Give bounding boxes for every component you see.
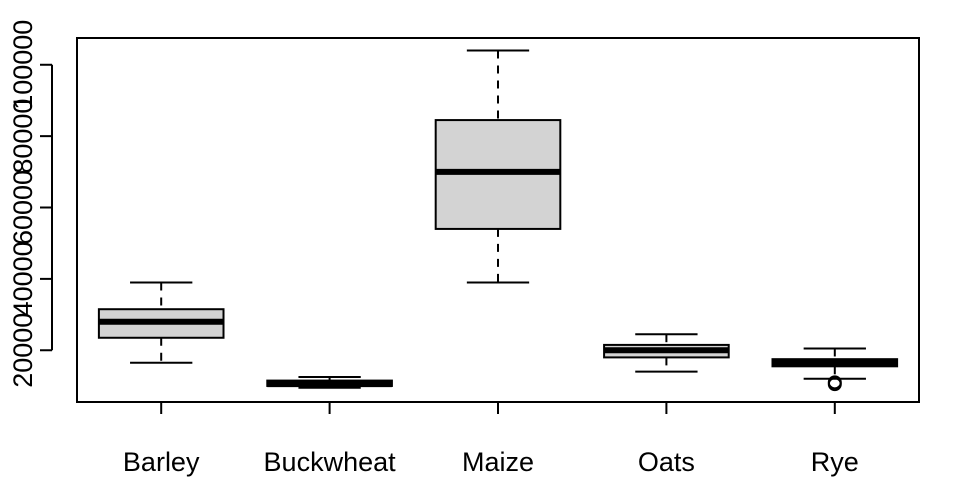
- y-tick-label: 60000: [8, 170, 38, 245]
- y-tick-label: 80000: [8, 99, 38, 174]
- box-maize: [434, 49, 562, 284]
- boxes: [97, 49, 899, 392]
- x-tick-label: Barley: [123, 447, 200, 477]
- x-tick-label: Oats: [638, 447, 695, 477]
- x-tick-label: Maize: [462, 447, 534, 477]
- y-tick-label: 100000: [8, 20, 38, 110]
- box-rye: [771, 347, 899, 392]
- box-buckwheat: [266, 376, 393, 389]
- y-tick-label: 20000: [8, 313, 38, 388]
- box-oats: [603, 333, 730, 373]
- x-tick-label: Rye: [811, 447, 859, 477]
- y-tick-label: 40000: [8, 241, 38, 316]
- outlier-point: [827, 375, 842, 390]
- x-axis: Barley Buckwheat Maize Oats Rye: [123, 401, 859, 477]
- x-tick-label: Buckwheat: [264, 447, 397, 477]
- box-barley: [97, 281, 225, 364]
